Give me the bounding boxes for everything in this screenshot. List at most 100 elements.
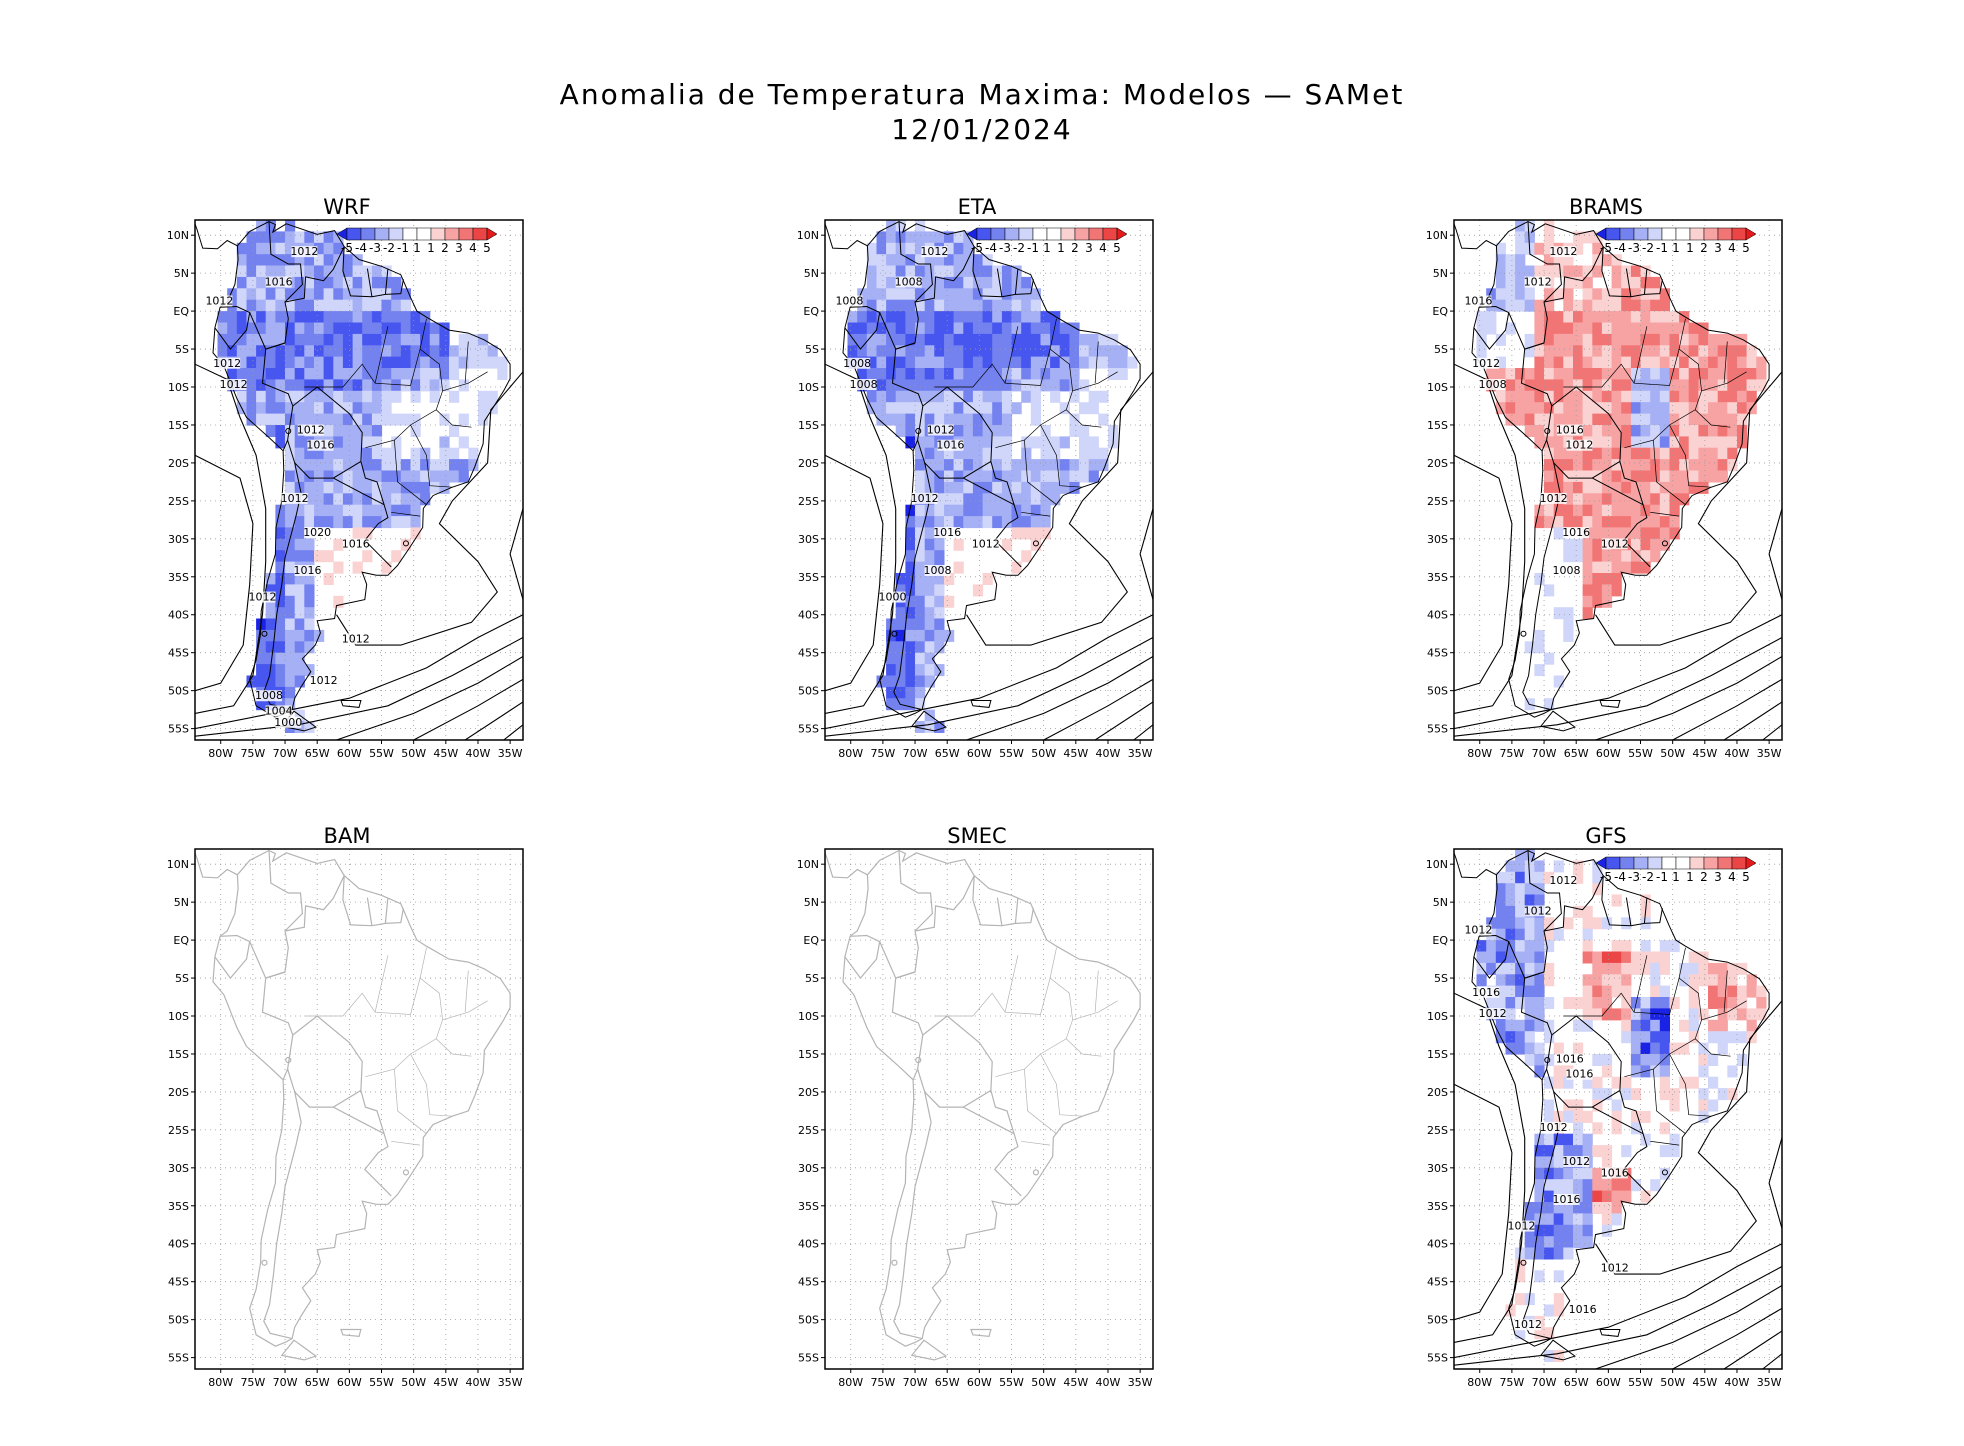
panel-title: ETA xyxy=(957,195,997,219)
panel-eta: ETA 1012 1008 1008 1008 1008 1012 1016 1012 1016… xyxy=(767,195,1187,805)
isobar-label: 1016 xyxy=(1569,1303,1597,1316)
state-border xyxy=(410,424,453,488)
lat-label: 55S xyxy=(798,1352,819,1365)
isobar-label: 1012 xyxy=(1514,1318,1542,1331)
lat-label: 50S xyxy=(798,1314,819,1327)
isobar-label: 1016 xyxy=(936,439,964,452)
lake xyxy=(261,630,268,637)
lon-label: 40W xyxy=(1725,1376,1750,1389)
lat-label: 10N xyxy=(797,858,819,871)
map-brams: 1012 1012 1016 1012 1008 1016 1012 1012 1016 1012… xyxy=(1426,219,1783,760)
lake xyxy=(1520,630,1527,637)
lat-label: 25S xyxy=(798,495,819,508)
lon-label: 65W xyxy=(305,1376,330,1389)
lat-label: 40S xyxy=(168,609,189,622)
colorbar-label: 3 xyxy=(1085,241,1093,255)
colorbar-swatch xyxy=(990,227,1006,241)
isobar-line xyxy=(1768,508,1782,600)
isobar-label: 1016 xyxy=(1556,1053,1584,1066)
country-border xyxy=(1527,850,1562,932)
lat-label: 30S xyxy=(168,1162,189,1175)
state-border xyxy=(1563,348,1702,449)
country-border xyxy=(1643,897,1648,924)
lat-label: 45S xyxy=(1427,647,1448,660)
map-eta: 1012 1008 1008 1008 1008 1012 1016 1012 1016 1012… xyxy=(797,219,1154,760)
colorbar-swatch xyxy=(1633,227,1649,241)
state-border xyxy=(1072,1000,1118,1021)
lat-label: 25S xyxy=(798,1124,819,1137)
lat-label: 35S xyxy=(798,1200,819,1213)
colorbar-label: -2 xyxy=(383,241,395,255)
isobar-line xyxy=(1595,656,1782,740)
country-border xyxy=(249,312,286,350)
lon-label: 70W xyxy=(1532,1376,1557,1389)
lon-label: 55W xyxy=(1628,747,1653,760)
isobar-line xyxy=(413,678,523,740)
map-smec: 10N 5N EQ 5S 10S 15S 20S 25S 30S 35S 40S 45S 50S 55S 8… xyxy=(797,848,1154,1389)
isobar-label: 1012 xyxy=(1479,1007,1507,1020)
state-border xyxy=(1024,1069,1057,1134)
isobar-line xyxy=(1672,1307,1782,1369)
state-border xyxy=(1004,955,1019,1013)
isobar-label: 1012 xyxy=(1524,276,1552,289)
lat-label: 15S xyxy=(168,419,189,432)
country-border xyxy=(917,1015,993,1108)
colorbar-swatch xyxy=(1046,227,1062,241)
lon-label: 45W xyxy=(1692,747,1717,760)
colorbar-label: 4 xyxy=(469,241,477,255)
colorbar-swatch xyxy=(360,227,376,241)
colorbar-label: -5 xyxy=(1600,241,1612,255)
isobar-label: 1000 xyxy=(274,716,302,729)
isobar-line xyxy=(1595,1000,1782,1275)
colorbar-swatch xyxy=(1088,227,1104,241)
lat-label: 5S xyxy=(175,972,189,985)
svg-text:1012: 1012 xyxy=(1472,357,1500,370)
state-border xyxy=(1653,1069,1686,1134)
state-border xyxy=(1021,511,1051,517)
isobar-label: 1008 xyxy=(924,564,952,577)
svg-text:1012: 1012 xyxy=(1524,276,1552,289)
lake xyxy=(402,1169,410,1176)
map-gfs: 1012 1012 1012 1016 1012 1016 1016 1012 1012 1016… xyxy=(1426,848,1783,1389)
isobar-line xyxy=(195,363,267,714)
isobar-label: 1008 xyxy=(1553,564,1581,577)
isobar-label: 1012 xyxy=(1601,537,1629,550)
colorbar-label: 1 xyxy=(1057,241,1065,255)
lat-label: 30S xyxy=(798,1162,819,1175)
anomaly-field xyxy=(1476,849,1767,1362)
lon-label: 80W xyxy=(208,747,233,760)
svg-text:1016: 1016 xyxy=(306,439,334,452)
colorbar-swatch xyxy=(1102,227,1118,241)
colorbar-label: 1 xyxy=(427,241,435,255)
svg-text:1012: 1012 xyxy=(927,424,955,437)
isobar-line xyxy=(1672,678,1782,740)
colorbar-swatch xyxy=(416,227,432,241)
svg-text:1012: 1012 xyxy=(1479,1007,1507,1020)
country-border xyxy=(996,897,1003,926)
colorbar-label: -5 xyxy=(971,241,983,255)
lake xyxy=(1661,540,1668,547)
map-frame xyxy=(1453,219,1783,741)
colorbar: -5 -4 -3 -2 -1 1 1 2 3 4 5 xyxy=(966,227,1128,255)
lon-label: 40W xyxy=(466,747,491,760)
lake xyxy=(402,540,409,547)
colorbar: -5 -4 -3 -2 -1 1 1 2 3 4 5 xyxy=(1595,227,1757,255)
colorbar-label: 5 xyxy=(1113,241,1121,255)
lat-label: 5N xyxy=(174,267,189,280)
lat-label: 25S xyxy=(1427,495,1448,508)
state-border xyxy=(1701,1000,1747,1021)
lon-label: 75W xyxy=(870,747,895,760)
lat-label: EQ xyxy=(173,934,189,947)
colorbar-swatch xyxy=(1717,856,1733,870)
lat-label: 40S xyxy=(1427,1238,1448,1251)
coastline xyxy=(1454,849,1770,1361)
lon-label: 50W xyxy=(401,1376,426,1389)
state-border xyxy=(391,1140,421,1146)
panel-gfs: GFS 1012 1012 1012 1016 1012 1016 1016 1012 1012… xyxy=(1396,824,1816,1434)
lat-label: 25S xyxy=(168,1124,189,1137)
lake xyxy=(1032,1169,1040,1176)
lon-label: 60W xyxy=(1596,747,1621,760)
colorbar-label: -1 xyxy=(1656,870,1668,884)
state-border xyxy=(1094,970,1099,1013)
country-border xyxy=(1619,461,1644,505)
